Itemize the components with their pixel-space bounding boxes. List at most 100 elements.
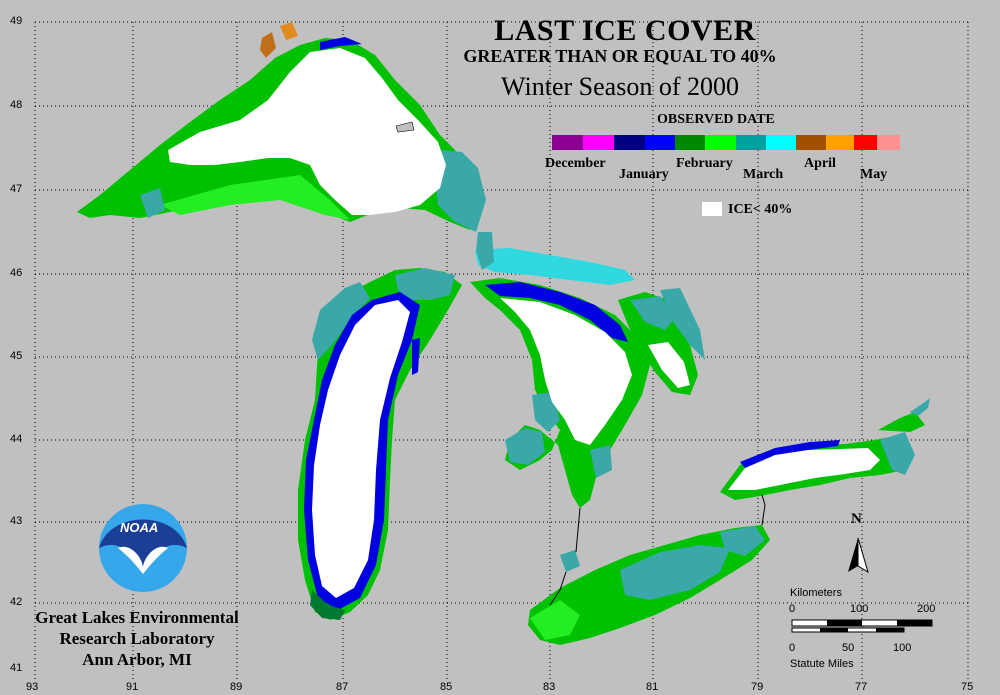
lat-tick-41: 41: [10, 662, 23, 674]
legend-label-january: January: [619, 167, 669, 182]
lon-tick-77: 77: [855, 681, 868, 693]
lake-superior-blue-edge: [320, 37, 362, 50]
map-subtitle: GREATER THAN OR EQUAL TO 40%: [463, 46, 777, 66]
georgian-bay-teal-east: [660, 288, 705, 360]
lon-tick-79: 79: [751, 681, 764, 693]
lake-huron-blue-north: [485, 282, 628, 342]
scale-km-label: Kilometers: [790, 587, 842, 599]
saginaw-bay-teal: [505, 428, 545, 465]
lake-erie-bright-west: [530, 600, 580, 640]
noaa-logo-text: NOAA: [120, 520, 159, 535]
legend-swatch-april-2: [826, 135, 854, 150]
lake-nipigon-orange-north: [280, 22, 298, 40]
lake-superior: [77, 22, 486, 232]
lon-tick-93: 93: [26, 681, 39, 693]
lon-tick-91: 91: [126, 681, 139, 693]
lake-st-clair: [560, 550, 580, 572]
scale-km-tick-100: 100: [850, 603, 869, 615]
legend-swatch-december-1: [552, 135, 583, 150]
st-clair-river: [575, 507, 581, 553]
north-arrow-left: [848, 538, 858, 572]
lake-ontario-east-teal: [880, 432, 915, 475]
lake-superior-teal-east: [436, 150, 486, 232]
lake-ontario-blue-edge: [740, 440, 840, 468]
lon-tick-81: 81: [646, 681, 659, 693]
legend-ice-under-label: ICE< 40%: [728, 202, 793, 217]
lake-huron-white-core: [500, 298, 632, 445]
lat-tick-42: 42: [10, 596, 23, 608]
legend-label-may: May: [860, 167, 888, 182]
isle-royale: [395, 121, 415, 133]
graticule-grid: [34, 21, 970, 682]
lake-superior-white-core: [168, 48, 446, 215]
lon-tick-89: 89: [230, 681, 243, 693]
north-channel-cyan: [475, 248, 635, 285]
legend-label-april: April: [804, 156, 836, 171]
lake-erie: [528, 525, 770, 645]
legend-label-february: February: [676, 156, 733, 171]
scale-miles-label: Statute Miles: [790, 658, 854, 670]
st-lawrence-teal: [910, 398, 930, 416]
legend-swatch-ice-under: [702, 202, 722, 216]
legend-label-march: March: [743, 167, 784, 182]
lake-ontario: [720, 398, 930, 500]
scale-km-tick-0: 0: [789, 603, 796, 615]
map-title: LAST ICE COVER: [494, 14, 756, 47]
georgian-bay-white: [648, 342, 690, 388]
lat-tick-44: 44: [10, 433, 23, 445]
scale-mile-tick-100: 100: [893, 642, 912, 654]
lon-tick-75: 75: [961, 681, 974, 693]
lake-michigan-white-core: [312, 300, 410, 598]
credit-line-1: Great Lakes Environmental: [35, 608, 239, 627]
legend-heading: OBSERVED DATE: [657, 112, 775, 127]
lake-ontario-east-green: [878, 412, 925, 432]
north-arrow-right: [857, 537, 869, 574]
lake-nipigon-orange: [260, 32, 276, 58]
lake-ontario-white-core: [728, 448, 880, 490]
legend-swatch-january-1: [614, 135, 645, 150]
rivers: [549, 494, 766, 606]
lon-tick-83: 83: [543, 681, 556, 693]
season-label: Winter Season of 2000: [501, 72, 739, 101]
st-marys-river-teal: [476, 232, 494, 270]
lat-tick-47: 47: [10, 183, 23, 195]
lake-superior-bright-south: [160, 175, 350, 220]
lake-erie-teal-east: [720, 526, 765, 556]
scale-bar: [791, 619, 933, 633]
legend-swatch-february-2: [705, 135, 736, 150]
legend-swatch-april-1: [796, 135, 826, 150]
lat-tick-45: 45: [10, 350, 23, 362]
legend-color-bar: [552, 135, 900, 216]
lake-erie-teal-central: [620, 545, 730, 600]
lat-tick-43: 43: [10, 515, 23, 527]
credit-block: Great Lakes Environmental Research Labor…: [22, 607, 252, 670]
scale-mile-tick-0: 0: [789, 642, 796, 654]
lat-tick-48: 48: [10, 99, 23, 111]
lake-michigan-dark-south: [310, 590, 345, 620]
lat-tick-49: 49: [10, 15, 23, 27]
legend-swatch-february-1: [675, 135, 705, 150]
credit-line-3: Ann Arbor, MI: [82, 650, 192, 669]
legend-swatch-march-2: [766, 135, 796, 150]
lake-huron-teal-south: [590, 445, 612, 478]
legend-swatch-january-2: [645, 135, 675, 150]
credit-line-2: Research Laboratory: [59, 629, 215, 648]
noaa-logo: [99, 504, 187, 592]
niagara-river: [761, 494, 766, 526]
legend-swatch-may-1: [854, 135, 877, 150]
legend-label-december: December: [545, 156, 606, 171]
green-bay-blue: [412, 338, 420, 375]
north-arrow-label: N: [851, 511, 862, 527]
lon-tick-85: 85: [440, 681, 453, 693]
lake-michigan-teal-north: [312, 282, 370, 360]
legend-swatch-may-2: [877, 135, 900, 150]
noaa-logo-bird: [99, 519, 187, 568]
lon-tick-87: 87: [336, 681, 349, 693]
north-arrow: [848, 537, 869, 574]
lake-huron: [470, 232, 705, 508]
lat-tick-46: 46: [10, 267, 23, 279]
detroit-river: [549, 571, 567, 606]
legend-swatch-march-1: [736, 135, 766, 150]
